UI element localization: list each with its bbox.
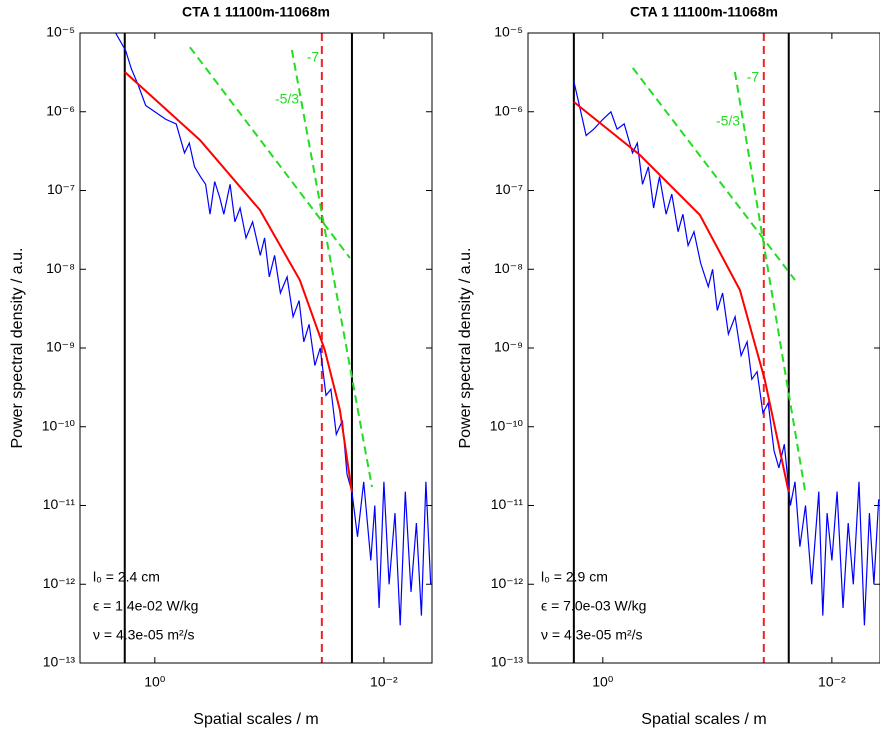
y-tick-label: 10⁻⁶ [46,102,75,118]
chart-title: CTA 1 11100m-11068m [630,4,778,20]
y-tick-label: 10⁻⁹ [46,339,75,355]
annotation: ν = 4.3e-05 m²/s [93,627,195,643]
x-tick-label: 10⁻² [370,674,398,690]
series-line [632,67,796,281]
panel: CTA 1 11100m-11068m Spatial scales / m Pow… [9,4,433,728]
series-line [733,71,806,491]
plot-area [572,33,880,663]
x-tick-label: 10⁰ [144,674,166,690]
series-line [124,71,353,493]
chart-title: CTA 1 11100m-11068m [182,4,330,20]
y-tick-label: 10⁻¹² [43,575,76,591]
y-tick-label: 10⁻⁷ [47,181,75,197]
x-axis-label: Spatial scales / m [193,711,318,728]
y-tick-label: 10⁻¹³ [43,654,76,670]
y-tick-label: 10⁻⁸ [46,260,75,276]
x-tick-label: 10⁰ [592,674,614,690]
slope-label: -5/3 [275,91,299,107]
series-line [115,33,432,626]
y-axis-label: Power spectral density / a.u. [457,248,474,449]
series-line [573,80,880,626]
y-tick-label: 10⁻⁸ [494,260,523,276]
y-tick-label: 10⁻¹¹ [491,496,524,512]
axes-frame [527,32,880,664]
y-tick-label: 10⁻¹⁰ [42,417,76,433]
y-axis-label: Power spectral density / a.u. [9,248,26,449]
x-tick-label: 10⁻² [818,674,846,690]
annotation: l₀ = 2.4 cm [93,569,160,585]
panel: CTA 1 11100m-11068m Spatial scales / m Pow… [457,4,880,728]
y-tick-label: 10⁻⁷ [495,181,523,197]
series-line [189,46,351,259]
annotation: ϵ = 1.4e-02 W/kg [93,598,198,614]
annotation: ϵ = 7.0e-03 W/kg [541,598,646,614]
y-tick-label: 10⁻⁹ [494,339,523,355]
slope-label: -7 [307,49,320,65]
axes-frame [79,32,433,664]
y-tick-label: 10⁻⁵ [46,24,75,40]
slope-label: -7 [747,69,760,85]
annotation: l₀ = 2.9 cm [541,569,608,585]
y-tick-label: 10⁻¹³ [491,654,524,670]
y-tick-label: 10⁻⁵ [494,24,523,40]
x-axis-label: Spatial scales / m [641,711,766,728]
plot-area [115,33,432,663]
slope-label: -5/3 [716,113,740,129]
y-tick-label: 10⁻⁶ [494,102,523,118]
y-tick-label: 10⁻¹² [491,575,524,591]
annotation: ν = 4.3e-05 m²/s [541,627,643,643]
series-line [573,101,790,493]
y-tick-label: 10⁻¹¹ [43,496,76,512]
y-tick-label: 10⁻¹⁰ [490,417,524,433]
series-line [290,49,373,488]
